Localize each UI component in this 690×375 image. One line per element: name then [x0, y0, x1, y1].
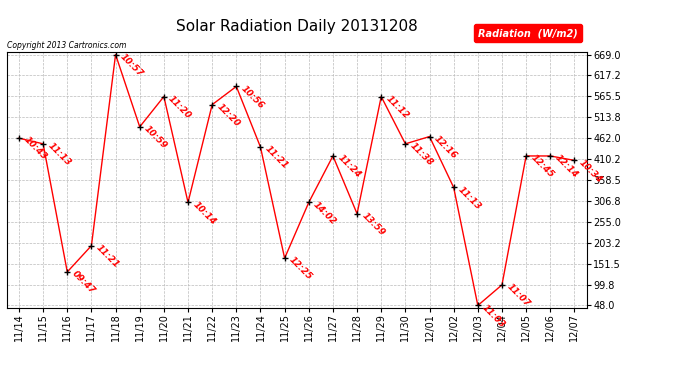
Text: 11:13: 11:13	[46, 141, 72, 168]
Text: 10:34: 10:34	[578, 158, 604, 184]
Legend: Radiation  (W/m2): Radiation (W/m2)	[474, 24, 582, 42]
Text: 11:12: 11:12	[384, 94, 411, 120]
Text: 10:57: 10:57	[119, 52, 145, 78]
Text: 09:47: 09:47	[70, 269, 97, 296]
Text: 12:20: 12:20	[215, 102, 242, 129]
Text: 11:38: 11:38	[408, 141, 435, 168]
Text: 11:13: 11:13	[457, 185, 483, 211]
Text: Copyright 2013 Cartronics.com: Copyright 2013 Cartronics.com	[7, 41, 126, 50]
Text: 11:24: 11:24	[336, 153, 362, 180]
Text: 11:03: 11:03	[481, 303, 507, 329]
Text: 10:56: 10:56	[239, 84, 266, 110]
Text: 14:02: 14:02	[312, 200, 338, 226]
Text: 12:14: 12:14	[553, 153, 580, 180]
Text: Solar Radiation Daily 20131208: Solar Radiation Daily 20131208	[176, 19, 417, 34]
Text: 12:25: 12:25	[288, 255, 314, 282]
Text: 10:43: 10:43	[22, 135, 48, 162]
Text: 11:21: 11:21	[264, 144, 290, 171]
Text: 12:16: 12:16	[433, 134, 459, 160]
Text: 11:07: 11:07	[505, 282, 531, 309]
Text: 13:59: 13:59	[360, 211, 386, 238]
Text: 11:21: 11:21	[95, 243, 121, 270]
Text: 10:59: 10:59	[143, 124, 169, 151]
Text: 11:20: 11:20	[167, 94, 193, 120]
Text: 12:45: 12:45	[529, 153, 555, 180]
Text: 10:14: 10:14	[191, 200, 217, 226]
